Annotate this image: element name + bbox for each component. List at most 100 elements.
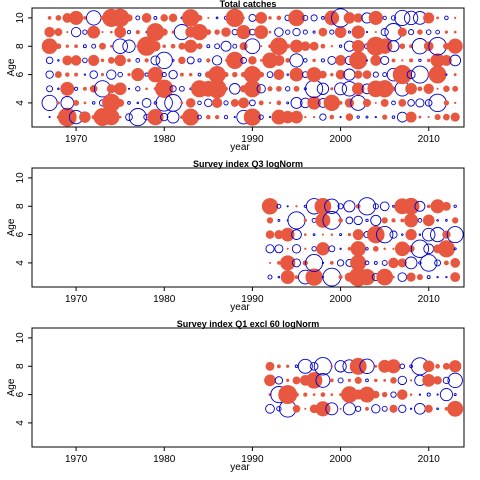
residual-bubble: [153, 15, 158, 20]
residual-bubble: [168, 13, 178, 23]
residual-bubble: [437, 240, 455, 258]
residual-bubble: [286, 73, 289, 76]
residual-bubble: [374, 378, 378, 383]
residual-bubble: [100, 58, 105, 63]
residual-bubble: [379, 201, 390, 212]
residual-bubble: [343, 12, 356, 24]
residual-bubble: [89, 70, 98, 79]
residual-bubble: [267, 274, 273, 280]
residual-bubble: [214, 114, 220, 120]
residual-bubble: [162, 44, 166, 48]
residual-bubble: [88, 54, 100, 66]
residual-bubble: [312, 115, 316, 119]
panel-title: Survey index Q3 logNorm: [193, 159, 303, 169]
residual-bubble: [238, 97, 249, 109]
residual-bubble: [441, 201, 451, 211]
residual-bubble: [397, 389, 408, 400]
residual-bubble: [265, 244, 275, 254]
residual-bubble: [316, 242, 330, 256]
residual-bubble: [406, 70, 416, 80]
residual-bubble: [73, 99, 80, 106]
residual-bubble: [276, 15, 282, 21]
residual-bubble: [338, 44, 343, 48]
residual-bubble: [292, 404, 301, 413]
residual-bubble: [390, 377, 397, 384]
residual-bubble: [294, 275, 299, 279]
residual-bubble: [443, 85, 450, 93]
residual-bubble: [388, 257, 399, 269]
y-axis-label: Age: [6, 58, 17, 76]
residual-bubble: [289, 67, 304, 82]
residual-bubble: [409, 407, 413, 410]
residual-bubble: [286, 205, 289, 208]
residual-bubble: [312, 233, 316, 236]
residual-bubble: [312, 58, 316, 63]
residual-bubble: [122, 39, 136, 53]
residual-bubble: [450, 112, 460, 122]
residual-bubble: [426, 392, 431, 397]
residual-bubble: [243, 66, 261, 84]
residual-bubble: [347, 247, 352, 251]
residual-bubble: [443, 113, 450, 121]
residual-bubble: [353, 215, 363, 226]
residual-bubble: [417, 218, 423, 223]
residual-bubble: [160, 14, 168, 22]
residual-bubble: [365, 31, 369, 34]
residual-bubble: [442, 376, 451, 385]
residual-bubble: [150, 41, 161, 52]
residual-bubble: [414, 402, 426, 415]
residual-bubble: [365, 378, 369, 383]
residual-bubble: [428, 93, 447, 113]
residual-bubble: [313, 357, 333, 376]
residual-bubble: [381, 391, 388, 398]
residual-bubble: [303, 392, 308, 397]
residual-bubble: [280, 270, 295, 285]
residual-bubble: [329, 261, 334, 265]
residual-bubble: [401, 59, 404, 62]
residual-bubble: [116, 98, 125, 107]
residual-bubble: [321, 261, 325, 265]
x-tick-label: 2010: [418, 134, 441, 145]
residual-bubble: [394, 241, 410, 257]
residual-bubble: [265, 403, 275, 414]
y-axis-label: Age: [6, 378, 17, 396]
residual-bubble: [337, 203, 344, 210]
residual-bubble: [89, 84, 98, 93]
residual-bubble: [443, 100, 450, 106]
residual-bubble: [91, 43, 97, 49]
residual-bubble: [57, 87, 60, 91]
residual-bubble: [127, 72, 131, 77]
residual-bubble: [126, 29, 132, 35]
residual-bubble: [55, 15, 62, 21]
residual-bubble: [450, 272, 461, 283]
residual-bubble: [277, 275, 281, 279]
residual-bubble: [45, 56, 54, 65]
residual-bubble: [135, 58, 141, 63]
residual-bubble: [374, 364, 378, 368]
residual-bubble: [409, 393, 413, 396]
residual-bubble: [289, 53, 304, 68]
residual-bubble: [265, 361, 275, 371]
residual-bubble: [206, 58, 211, 63]
y-tick-label: 4: [15, 420, 26, 426]
residual-bubble: [338, 275, 343, 280]
residual-bubble: [399, 43, 406, 50]
residual-bubble: [315, 372, 331, 388]
residual-bubble: [355, 405, 362, 412]
residual-bubble: [406, 272, 416, 282]
residual-bubble: [304, 407, 307, 410]
panel-3: Survey index Q1 excl 60 logNorm 1970 1980 1…: [6, 319, 465, 473]
residual-bubble: [87, 25, 101, 39]
residual-bubble: [55, 43, 62, 50]
residual-bubble: [242, 16, 245, 20]
residual-bubble: [401, 233, 404, 236]
residual-bubble: [273, 54, 285, 66]
residual-bubble: [150, 55, 161, 66]
residual-bubble: [280, 227, 295, 242]
residual-bubble: [329, 378, 334, 383]
residual-bubble: [374, 101, 377, 104]
residual-bubble: [141, 13, 152, 23]
plot-frame: [31, 7, 465, 128]
residual-bubble: [394, 9, 411, 26]
residual-bubble: [402, 197, 420, 215]
